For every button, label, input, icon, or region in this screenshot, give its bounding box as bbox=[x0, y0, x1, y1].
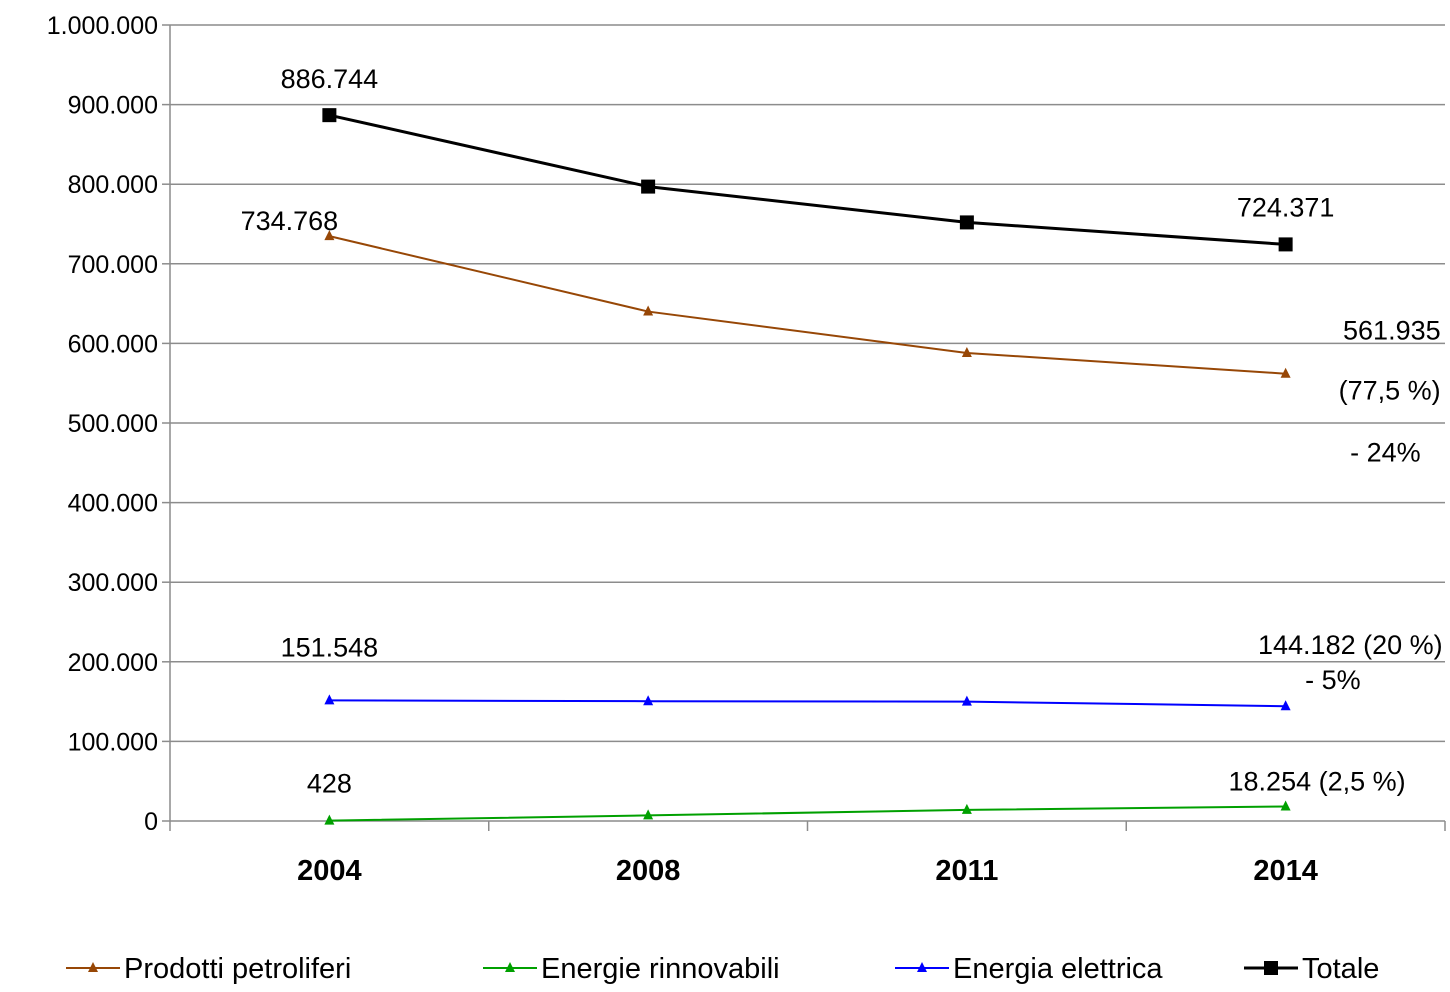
data-point bbox=[322, 108, 337, 123]
legend-label: Energia elettrica bbox=[953, 953, 1163, 985]
legend-marker bbox=[917, 962, 927, 972]
data-label: 724.371 bbox=[1237, 192, 1335, 222]
legend-marker bbox=[1264, 961, 1278, 975]
y-tick-label: 800.000 bbox=[68, 171, 158, 199]
data-point bbox=[641, 179, 656, 194]
x-tick-label: 2011 bbox=[935, 855, 998, 887]
y-tick-label: 100.000 bbox=[68, 728, 158, 756]
data-point bbox=[961, 695, 972, 706]
series-line bbox=[329, 805, 1286, 822]
axis-layer: 0 100.000 200.000 300.000 400.000 500.000 600.… bbox=[47, 12, 1446, 887]
data-label: - 5% bbox=[1305, 665, 1361, 695]
data-point bbox=[1280, 367, 1291, 378]
legend-label: Prodotti petroliferi bbox=[124, 953, 351, 985]
x-tick-label: 2008 bbox=[616, 855, 681, 887]
y-tick-label: 200.000 bbox=[68, 649, 158, 677]
data-point bbox=[961, 803, 972, 814]
data-point bbox=[643, 305, 654, 316]
series-line bbox=[329, 235, 1286, 375]
y-tick-label: 400.000 bbox=[68, 490, 158, 518]
legend: Prodotti petroliferi Energie rinnovabili E… bbox=[66, 953, 1379, 985]
grid-layer bbox=[170, 24, 1445, 743]
legend-label: Totale bbox=[1302, 953, 1379, 985]
y-tick-label: 500.000 bbox=[68, 410, 158, 438]
data-label: 144.182 (20 %) bbox=[1258, 630, 1443, 660]
data-point bbox=[643, 695, 654, 706]
series-line bbox=[329, 113, 1286, 246]
data-point bbox=[643, 809, 654, 820]
data-label: 18.254 (2,5 %) bbox=[1229, 766, 1406, 796]
y-tick-label: 1.000.000 bbox=[47, 12, 158, 40]
data-point bbox=[1280, 700, 1291, 711]
data-point bbox=[1278, 237, 1293, 252]
data-label: 886.744 bbox=[281, 64, 379, 94]
y-tick-label: 0 bbox=[144, 808, 158, 836]
data-point bbox=[324, 694, 335, 705]
series-layer bbox=[322, 108, 1293, 825]
data-label: - 24% bbox=[1350, 438, 1421, 468]
y-tick-label: 300.000 bbox=[68, 569, 158, 597]
data-point bbox=[1280, 800, 1291, 811]
legend-label: Energie rinnovabili bbox=[541, 953, 780, 985]
legend-marker bbox=[88, 962, 98, 972]
annotation-layer: 886.744 724.371 734.768 561.935 (77,5 %) - 24… bbox=[241, 64, 1443, 799]
y-tick-label: 600.000 bbox=[68, 330, 158, 358]
y-tick-label: 700.000 bbox=[68, 251, 158, 279]
legend-marker bbox=[505, 962, 515, 972]
data-point bbox=[324, 814, 335, 825]
data-label: 151.548 bbox=[281, 632, 379, 662]
x-tick-label: 2014 bbox=[1253, 855, 1318, 887]
data-label: 561.935 bbox=[1343, 316, 1441, 346]
data-point bbox=[959, 215, 974, 230]
data-label: 734.768 bbox=[241, 206, 339, 236]
x-tick-label: 2004 bbox=[297, 855, 362, 887]
data-label: 428 bbox=[307, 769, 352, 799]
data-point bbox=[961, 346, 972, 357]
data-label: (77,5 %) bbox=[1339, 376, 1441, 406]
data-point bbox=[324, 230, 335, 241]
series-line bbox=[329, 699, 1286, 708]
y-tick-label: 900.000 bbox=[68, 92, 158, 120]
